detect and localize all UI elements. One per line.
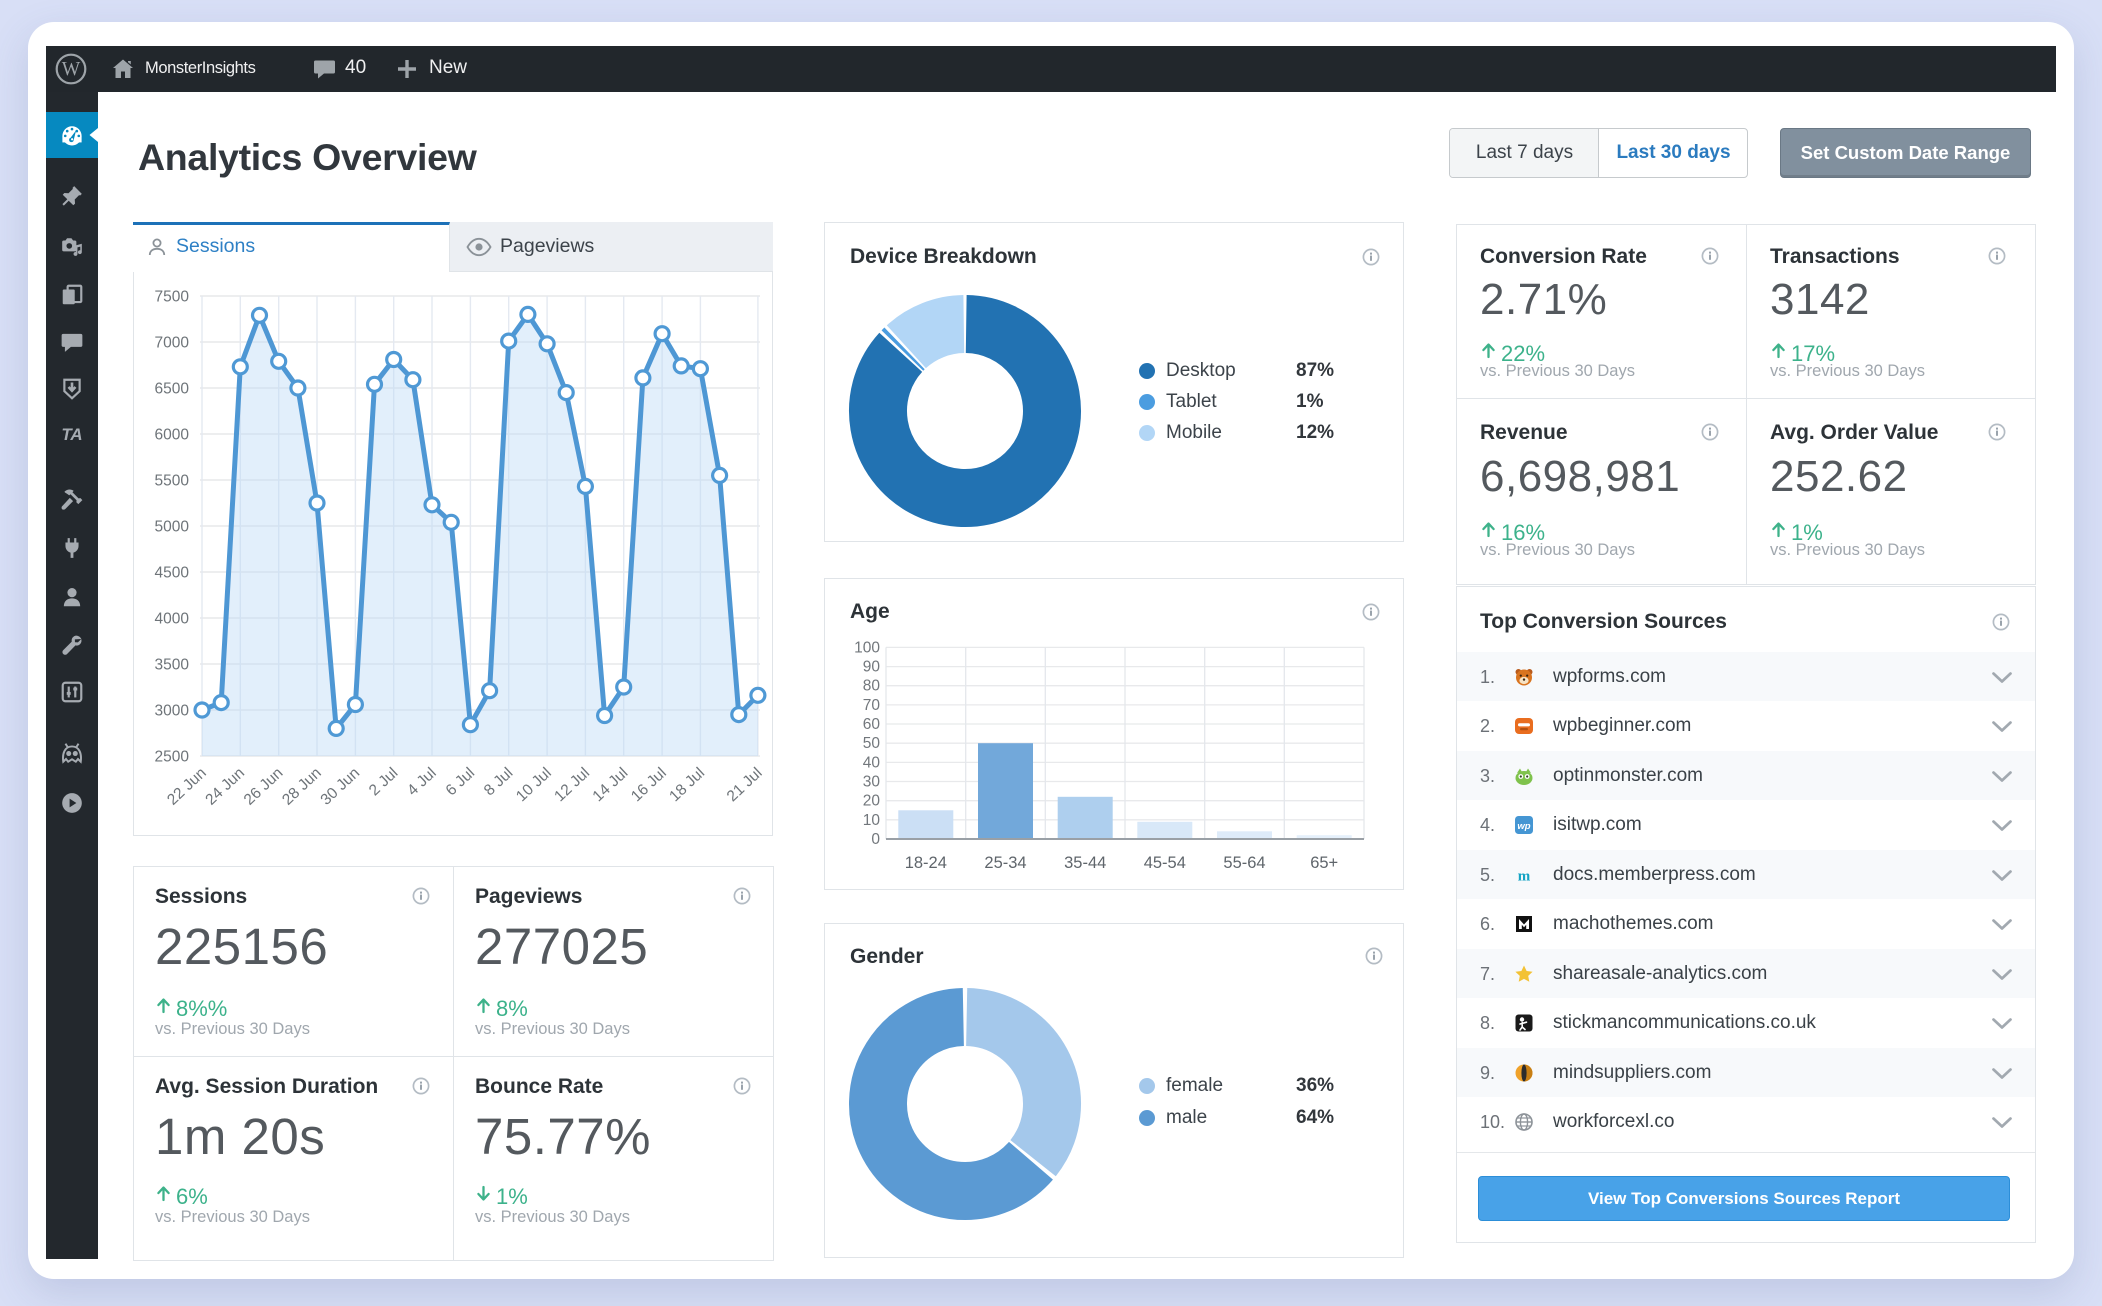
svg-text:60: 60 [863,716,881,733]
svg-text:0: 0 [871,831,880,848]
svg-text:10 Jul: 10 Jul [513,764,555,805]
svg-text:wp: wp [1517,821,1530,832]
svg-text:50: 50 [863,735,881,752]
svg-text:12 Jul: 12 Jul [551,764,593,805]
svg-text:30 Jun: 30 Jun [317,764,363,808]
svg-text:18 Jul: 18 Jul [666,764,708,805]
svg-text:35-44: 35-44 [1064,854,1106,872]
svg-text:40: 40 [863,754,881,771]
svg-text:4 Jul: 4 Jul [404,764,440,799]
svg-text:8 Jul: 8 Jul [481,764,517,799]
svg-text:45-54: 45-54 [1144,854,1186,872]
svg-text:100: 100 [854,639,880,656]
svg-text:24 Jun: 24 Jun [202,764,248,808]
svg-text:28 Jun: 28 Jun [279,764,325,808]
svg-text:21 Jul: 21 Jul [724,764,766,805]
svg-text:16 Jul: 16 Jul [628,764,670,805]
svg-text:80: 80 [863,678,881,695]
svg-text:2500: 2500 [155,749,190,766]
svg-text:90: 90 [863,659,881,676]
svg-text:22 Jun: 22 Jun [164,764,210,808]
svg-text:30: 30 [863,774,881,791]
svg-text:6000: 6000 [155,427,190,444]
svg-text:W: W [62,59,81,80]
svg-text:3000: 3000 [155,703,190,720]
svg-text:4000: 4000 [155,611,190,628]
svg-text:5500: 5500 [155,473,190,490]
svg-text:55-64: 55-64 [1223,854,1265,872]
svg-text:26 Jun: 26 Jun [241,764,287,808]
svg-text:5000: 5000 [155,519,190,536]
svg-text:3500: 3500 [155,657,190,674]
svg-text:20: 20 [863,793,881,810]
svg-text:18-24: 18-24 [905,854,947,872]
svg-text:m: m [1518,869,1531,885]
svg-text:4500: 4500 [155,565,190,582]
svg-text:6 Jul: 6 Jul [443,764,479,799]
svg-text:7000: 7000 [155,335,190,352]
svg-text:TA: TA [61,425,82,444]
svg-text:65+: 65+ [1310,854,1338,872]
svg-text:14 Jul: 14 Jul [590,764,632,805]
svg-text:6500: 6500 [155,381,190,398]
svg-text:70: 70 [863,697,881,714]
svg-text:10: 10 [863,812,881,829]
svg-text:7500: 7500 [155,289,190,306]
svg-text:25-34: 25-34 [984,854,1026,872]
svg-text:2 Jul: 2 Jul [366,764,402,799]
